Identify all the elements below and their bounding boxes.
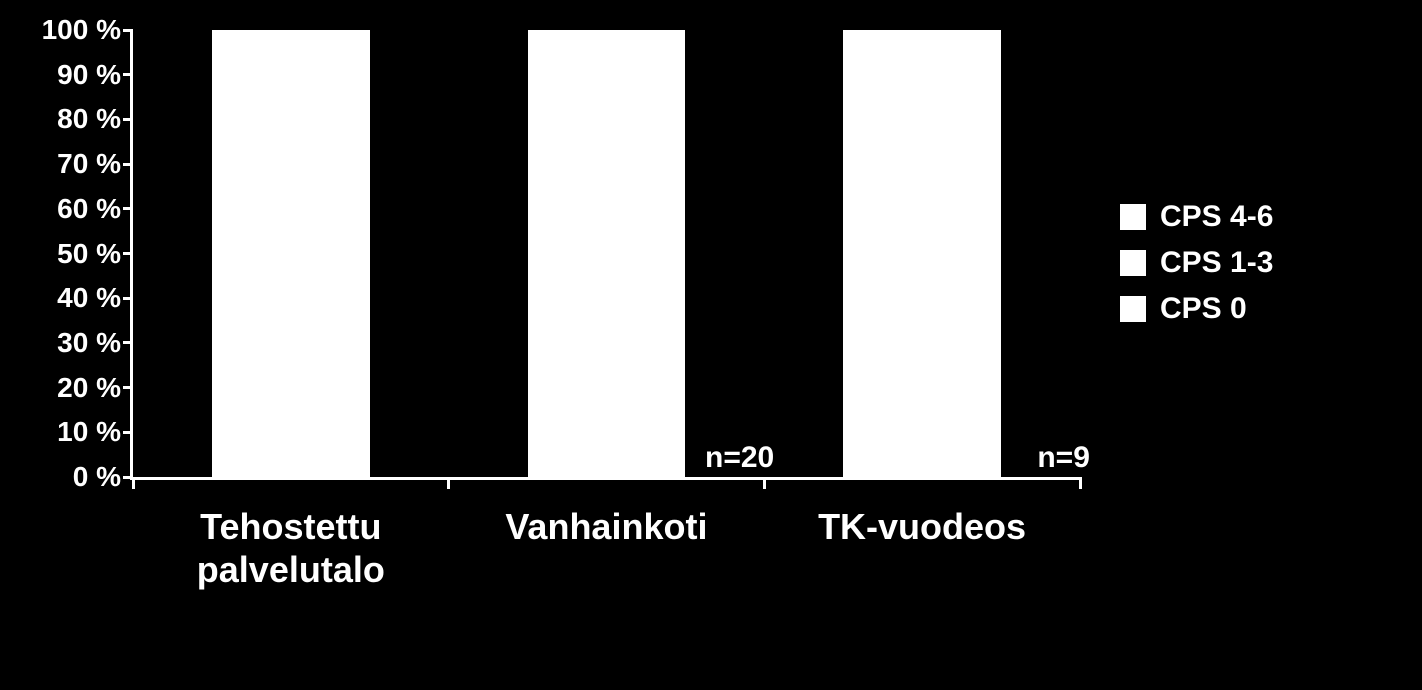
legend-label: CPS 4-6 xyxy=(1160,200,1273,234)
y-tick-mark xyxy=(123,163,133,166)
plot-area: 0 % 10 % 20 % 30 % 40 % 50 % 60 % 70 % 8… xyxy=(130,30,1080,480)
y-tick-mark xyxy=(123,297,133,300)
legend: CPS 4-6 CPS 1-3 CPS 0 xyxy=(1120,200,1273,326)
y-tick-label: 60 % xyxy=(57,193,133,225)
y-tick-mark xyxy=(123,341,133,344)
x-category-label: Tehostettu palvelutalo xyxy=(133,477,449,591)
x-category-label: Vanhainkoti xyxy=(449,477,765,548)
y-tick-label: 100 % xyxy=(42,14,133,46)
legend-item: CPS 1-3 xyxy=(1120,246,1273,280)
y-tick-label: 40 % xyxy=(57,282,133,314)
bar xyxy=(212,30,370,477)
bar xyxy=(843,30,1001,477)
bar-group: Vanhainkoti n=20 xyxy=(449,30,765,477)
legend-label: CPS 0 xyxy=(1160,292,1247,326)
y-tick-label: 10 % xyxy=(57,416,133,448)
y-tick-label: 50 % xyxy=(57,238,133,270)
bar-group: Tehostettu palvelutalo xyxy=(133,30,449,477)
y-tick-mark xyxy=(123,118,133,121)
x-category-label-line1: Tehostettu xyxy=(133,505,449,548)
bar xyxy=(528,30,686,477)
legend-item: CPS 4-6 xyxy=(1120,200,1273,234)
cps-stacked-bar-chart: 0 % 10 % 20 % 30 % 40 % 50 % 60 % 70 % 8… xyxy=(0,0,1422,690)
y-tick-mark xyxy=(123,73,133,76)
legend-swatch xyxy=(1120,250,1146,276)
y-tick-label: 20 % xyxy=(57,372,133,404)
y-tick-mark xyxy=(123,29,133,32)
y-tick-mark xyxy=(123,431,133,434)
x-category-label-line1: TK-vuodeos xyxy=(764,505,1080,548)
legend-swatch xyxy=(1120,204,1146,230)
legend-label: CPS 1-3 xyxy=(1160,246,1273,280)
legend-swatch xyxy=(1120,296,1146,322)
y-tick-label: 30 % xyxy=(57,327,133,359)
y-tick-mark xyxy=(123,207,133,210)
y-tick-label: 90 % xyxy=(57,59,133,91)
y-tick-mark xyxy=(123,252,133,255)
x-category-label-line1: Vanhainkoti xyxy=(449,505,765,548)
y-tick-label: 70 % xyxy=(57,148,133,180)
y-tick-label: 80 % xyxy=(57,103,133,135)
legend-item: CPS 0 xyxy=(1120,292,1273,326)
bar-group: TK-vuodeos n=9 xyxy=(764,30,1080,477)
x-category-label-line2: palvelutalo xyxy=(133,548,449,591)
n-label: n=9 xyxy=(1037,441,1090,475)
x-category-label: TK-vuodeos xyxy=(764,477,1080,548)
y-tick-mark xyxy=(123,386,133,389)
